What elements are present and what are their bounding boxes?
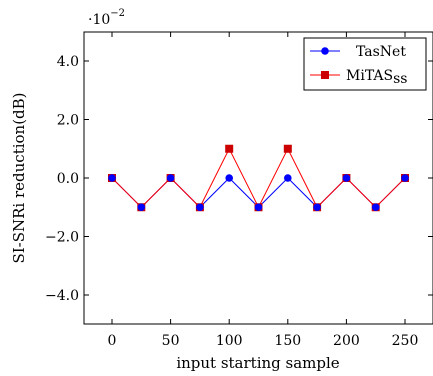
y-tick-label: −4.0 [45,288,79,304]
data-point-tasnet [284,174,292,182]
x-tick-label: 100 [216,333,243,349]
x-tick-label: 50 [162,333,180,349]
data-point-tasnet [108,174,116,182]
x-tick-label: 0 [108,333,117,349]
x-axis-label: input starting sample [176,354,339,372]
legend-box [303,37,427,91]
legend-tasnet-label: TasNet [356,44,406,60]
data-point-mitas-ss [225,144,234,153]
legend-mitas-marker [321,71,329,79]
y-scale-exponent: −2 [110,8,125,19]
x-tick-label: 200 [333,333,360,349]
data-point-tasnet [254,203,263,212]
legend-mitas-label: MiTASss [346,68,407,87]
data-point-tasnet [225,174,233,182]
y-tick-label: 2.0 [57,113,79,129]
series-line-mitas-ss [111,147,406,209]
data-point-mitas-ss [283,144,292,153]
x-tick-label: 250 [392,333,419,349]
data-point-tasnet [313,203,321,212]
data-point-tasnet [371,203,380,212]
legend-mitas-subscript: ss [393,71,407,87]
y-scale-factor: ·10−2 [88,8,125,28]
y-tick-label: 0.0 [57,171,79,187]
data-point-tasnet [342,174,351,182]
series-layer [108,144,409,212]
legend: TasNet MiTASss [303,37,427,91]
data-point-tasnet [401,174,409,182]
y-tick-label: 4.0 [57,54,79,70]
y-axis-label: SI-SNRi reduction(dB) [10,92,28,263]
x-tick-label: 150 [274,333,301,349]
data-point-tasnet [196,203,204,212]
y-tick-label: −2.0 [45,230,79,246]
legend-tasnet-marker [321,47,329,55]
data-point-tasnet [166,174,175,182]
axis-ticks: 0 50 100 150 200 250 −4.0 −2.0 0.0 2.0 4.0 [45,32,433,349]
data-point-tasnet [137,203,146,212]
